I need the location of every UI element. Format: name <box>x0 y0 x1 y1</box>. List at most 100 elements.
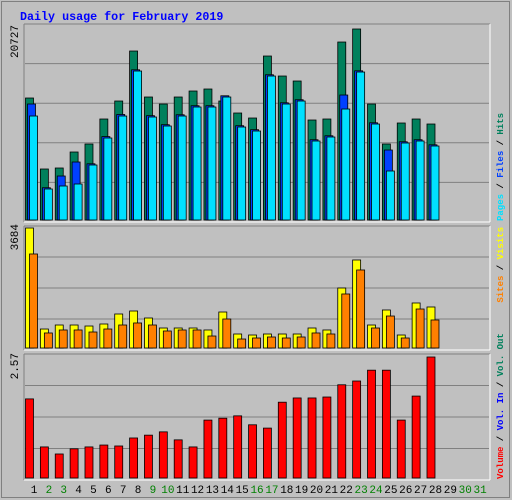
bar <box>88 164 98 221</box>
bar <box>356 269 366 349</box>
bar <box>415 308 425 349</box>
bar <box>400 142 410 221</box>
bar <box>371 123 380 221</box>
bar <box>133 70 142 221</box>
bar <box>263 427 272 479</box>
bar <box>39 446 49 479</box>
bar <box>296 336 306 349</box>
legend-separator: / <box>496 376 506 392</box>
bar <box>158 431 168 479</box>
bar <box>267 75 276 221</box>
x-tick-label: 16 <box>250 485 263 497</box>
x-tick-label: 10 <box>161 485 174 497</box>
bar <box>252 130 261 221</box>
bar <box>411 395 421 479</box>
bar <box>162 125 172 221</box>
bar <box>352 380 362 479</box>
bar <box>341 108 351 221</box>
bar <box>237 338 247 349</box>
bar <box>73 329 83 349</box>
legend-entry: Volume <box>496 447 506 479</box>
bar <box>162 330 172 349</box>
bar <box>311 140 321 221</box>
bar <box>54 453 64 479</box>
bar <box>385 315 395 349</box>
x-tick-label: 6 <box>105 485 112 497</box>
x-tick-label: 26 <box>399 485 412 497</box>
bar <box>58 185 68 221</box>
bar <box>222 96 232 221</box>
bar <box>43 188 53 221</box>
bar <box>277 401 287 479</box>
bar <box>99 444 109 479</box>
bar <box>326 136 336 221</box>
x-tick-label: 2 <box>46 485 53 497</box>
x-tick-label: 21 <box>325 485 339 497</box>
legend-entry: Visits <box>496 227 506 259</box>
bar <box>326 333 336 349</box>
bar <box>233 415 243 479</box>
bar <box>133 322 142 349</box>
bar <box>281 337 291 349</box>
bar <box>118 115 128 221</box>
bar <box>84 446 94 479</box>
bar <box>281 103 291 221</box>
bar <box>103 137 113 221</box>
bar <box>415 140 425 221</box>
bar <box>307 397 317 479</box>
bar <box>203 419 213 479</box>
bar <box>267 336 276 349</box>
bar <box>292 397 302 479</box>
x-tick-label: 20 <box>310 485 323 497</box>
chart-title: Daily usage for February 2019 <box>20 10 223 24</box>
bar <box>322 396 332 479</box>
legend: Sites / Visits <box>496 227 506 303</box>
bar <box>356 71 366 221</box>
bar <box>188 446 198 479</box>
x-tick-label: 22 <box>340 485 353 497</box>
x-tick-label: 29 <box>444 485 457 497</box>
bar <box>148 324 157 349</box>
legend-entry: Sites <box>496 276 506 303</box>
bar <box>129 437 138 479</box>
x-tick-label: 31 <box>473 485 487 497</box>
legend-separator: / <box>496 430 506 446</box>
bar <box>396 419 406 479</box>
legend-separator: / <box>496 259 506 275</box>
x-tick-label: 4 <box>75 485 82 497</box>
bar <box>337 384 347 479</box>
bar <box>114 445 124 479</box>
y-tick-label: 20727 <box>10 25 22 58</box>
x-tick-label: 30 <box>459 485 472 497</box>
bar <box>173 439 183 479</box>
bar <box>29 115 38 221</box>
x-tick-label: 18 <box>280 485 293 497</box>
bar <box>222 318 232 349</box>
bar <box>371 327 380 349</box>
x-tick-label: 17 <box>265 485 278 497</box>
y-tick-label: 2.57 <box>10 353 22 379</box>
bar <box>252 337 261 349</box>
legend: Pages / Files / Hits <box>496 113 506 221</box>
bar <box>311 332 321 349</box>
x-tick-label: 23 <box>355 485 368 497</box>
bar <box>88 331 98 349</box>
x-tick-label: 3 <box>60 485 67 497</box>
bar <box>69 448 79 479</box>
legend-entry: Files <box>496 151 506 178</box>
bar <box>207 106 217 221</box>
bar <box>177 329 187 349</box>
legend-separator: / <box>496 135 506 151</box>
bar <box>430 319 440 349</box>
bar <box>237 126 247 221</box>
bar <box>192 106 202 221</box>
bar <box>367 369 376 479</box>
x-tick-label: 28 <box>429 485 442 497</box>
bar <box>25 398 34 479</box>
legend-entry: Hits <box>496 113 506 135</box>
x-tick-label: 7 <box>120 485 127 497</box>
bar <box>192 329 202 349</box>
